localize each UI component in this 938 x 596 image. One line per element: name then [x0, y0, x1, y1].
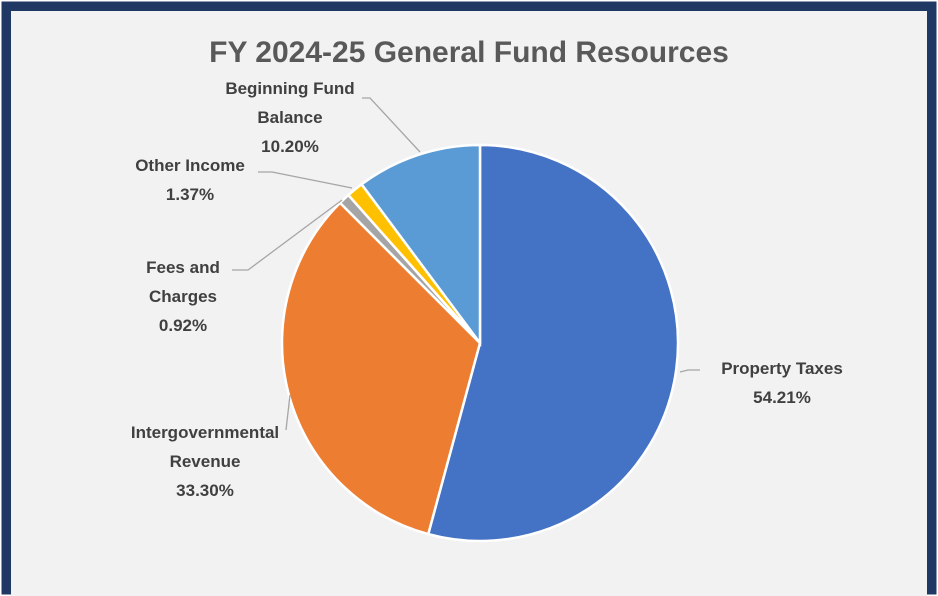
leader-line [258, 171, 353, 189]
data-label: Intergovernmental Revenue 33.30% [116, 418, 294, 505]
data-label: Fees and Charges 0.92% [133, 253, 233, 340]
value-label: 33.30% [176, 481, 234, 500]
data-label: Other Income 1.37% [115, 151, 265, 209]
pie-slice [280, 201, 482, 536]
leader-line [362, 97, 421, 153]
category-label: Beginning Fund Balance [225, 79, 355, 127]
category-label: Property Taxes [721, 359, 843, 378]
value-label: 54.21% [753, 388, 811, 407]
leader-lines [232, 97, 700, 431]
data-label: Beginning Fund Balance 10.20% [205, 74, 375, 161]
category-label: Intergovernmental Revenue [130, 423, 280, 471]
pie-slice [426, 143, 680, 543]
value-label: 1.37% [165, 185, 215, 204]
pie-slice [359, 143, 482, 347]
leader-line [679, 369, 700, 373]
category-label: Fees and Charges [146, 258, 220, 306]
data-label: Property Taxes 54.21% [702, 354, 862, 412]
value-label: 10.20% [261, 137, 319, 156]
category-label: Other Income [135, 156, 245, 175]
value-label: 0.92% [158, 316, 208, 335]
chart-title: FY 2024-25 General Fund Resources [209, 36, 729, 69]
leader-line [285, 394, 291, 431]
leader-line [232, 199, 343, 271]
